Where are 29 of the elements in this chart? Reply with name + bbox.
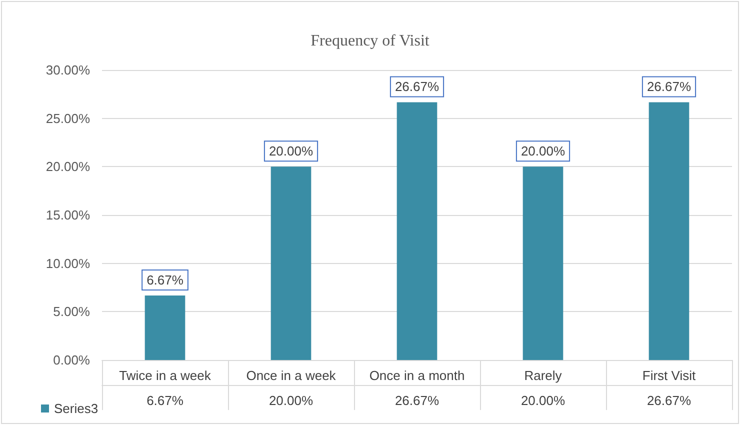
y-tick-label: 0.00% <box>53 352 90 368</box>
y-tick-label: 15.00% <box>46 208 90 222</box>
bar <box>270 166 312 360</box>
data-label: 26.67% <box>646 393 692 408</box>
text: 20.00% <box>520 144 566 159</box>
data-label: 20.00% <box>268 393 314 408</box>
text: 6.67% <box>146 272 184 288</box>
legend-label: Series3 <box>54 401 98 416</box>
bar <box>522 166 564 360</box>
y-tick-label: 25.00% <box>46 110 90 126</box>
data-label: 6.67% <box>146 393 184 408</box>
text: 26.67% <box>394 79 440 94</box>
chart-title: Frequency of Visit <box>310 32 430 50</box>
y-tick-label: 10.00% <box>46 256 90 271</box>
x-tick-label: Twice in a week <box>119 368 212 383</box>
data-label: 26.67% <box>394 393 440 408</box>
data-label: 20.00% <box>520 393 566 408</box>
x-tick-label: Once in a week <box>246 368 336 383</box>
text: 26.67% <box>646 79 692 94</box>
x-tick-label: First Visit <box>642 368 696 383</box>
bar <box>396 102 438 360</box>
text: 20.00% <box>268 144 314 159</box>
bar <box>648 102 690 360</box>
y-tick-label: 5.00% <box>53 304 90 320</box>
bar <box>144 296 186 360</box>
y-tick-label: 20.00% <box>46 159 90 174</box>
x-tick-label: Rarely <box>524 368 562 383</box>
x-tick-label: Once in a month <box>369 368 465 383</box>
y-tick-label: 30.00% <box>46 62 90 78</box>
